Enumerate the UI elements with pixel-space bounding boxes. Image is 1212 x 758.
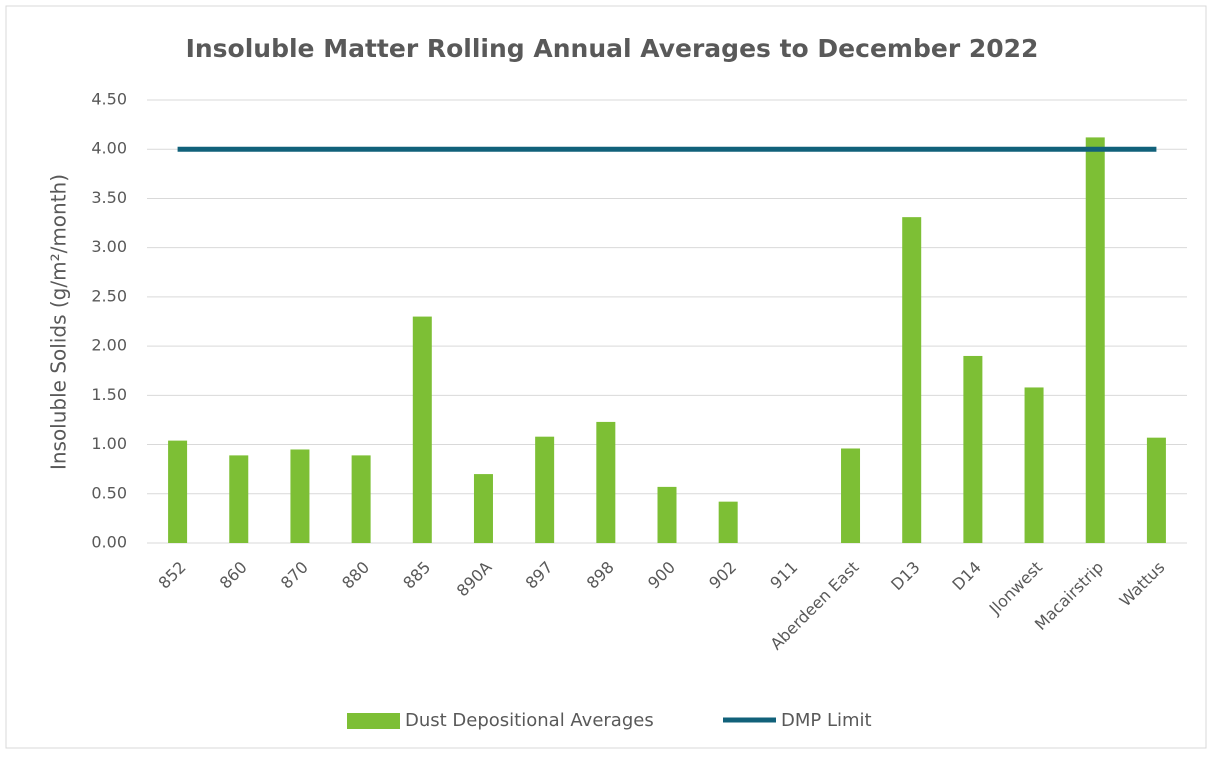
bar [535,436,555,543]
y-tick-label: 2.50 [91,286,127,305]
legend-label: DMP Limit [781,710,872,731]
y-tick-label: 4.50 [91,90,127,109]
y-tick-label: 3.00 [91,237,127,256]
y-tick-label: 4.00 [91,139,127,158]
y-tick-label: 1.50 [91,385,127,404]
y-tick-label: 0.00 [91,533,127,552]
legend-swatch [347,713,400,729]
bar [168,440,188,543]
bar [596,421,616,543]
bar [351,455,371,543]
bar [1146,437,1166,543]
bar [229,455,249,543]
y-tick-label: 0.50 [91,483,127,502]
chart-border [5,5,1207,749]
y-axis-label: Insoluble Solids (g/m²/month) [47,174,71,470]
bar [1024,387,1044,543]
bar [657,486,677,543]
bar [902,217,922,543]
y-tick-label: 1.00 [91,434,127,453]
y-tick-label: 2.00 [91,336,127,355]
bar [963,355,983,543]
bar [473,474,493,543]
y-tick-label: 3.50 [91,188,127,207]
bar [718,501,738,543]
bar [1085,137,1105,544]
bar [841,448,861,543]
bar [290,449,310,543]
legend-label: Dust Depositional Averages [405,710,654,731]
chart-title: Insoluble Matter Rolling Annual Averages… [186,34,1039,63]
bar [412,316,432,543]
